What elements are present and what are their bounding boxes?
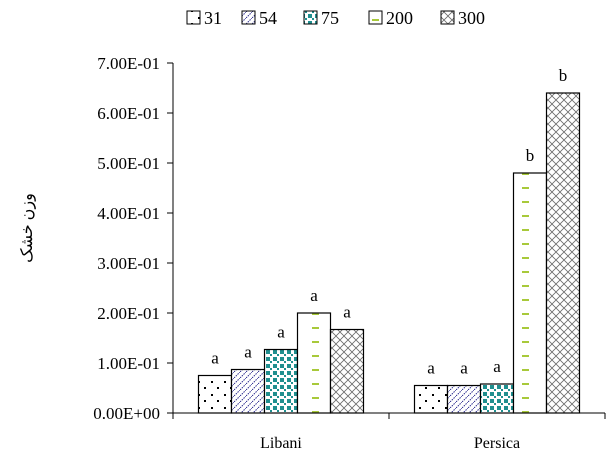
x-axis: Libani Persica: [172, 412, 606, 452]
bar-letter-label: a: [244, 343, 252, 362]
bar-letter-label: a: [343, 303, 351, 322]
bars: [197, 92, 581, 414]
bar-200-libani: [296, 312, 332, 414]
legend-label-300: 300: [458, 8, 485, 28]
bar-54-persica: [446, 384, 482, 414]
y-tick-label: 4.00E-01: [97, 204, 160, 223]
bar-200-persica: [512, 172, 548, 414]
legend-label-54: 54: [259, 8, 277, 28]
bar-54-libani: [230, 368, 266, 414]
x-tick-label: Persica: [474, 435, 520, 452]
bar-31-libani: [197, 374, 233, 414]
x-tick-label: Libani: [260, 435, 302, 452]
bar-letter-label: a: [277, 323, 285, 342]
y-tick-label: 1.00E-01: [97, 354, 160, 373]
y-tick-label: 5.00E-01: [97, 154, 160, 173]
y-tick-label: 7.00E-01: [97, 54, 160, 73]
bar-letter-labels: a a a a a a a a b b: [211, 66, 567, 378]
legend: 31 54 75 200 300: [186, 8, 485, 28]
legend-swatch-75: [303, 10, 318, 25]
bar-75-libani: [263, 348, 299, 414]
y-tick-label: 2.00E-01: [97, 304, 160, 323]
legend-swatch-200: [368, 10, 383, 25]
y-tick-label: 6.00E-01: [97, 104, 160, 123]
y-tick-label: 3.00E-01: [97, 254, 160, 273]
legend-swatch-54: [241, 10, 256, 25]
bar-letter-label: a: [211, 349, 219, 368]
bar-letter-label: a: [427, 359, 435, 378]
legend-label-200: 200: [386, 8, 413, 28]
legend-label-31: 31: [204, 8, 222, 28]
bar-300-persica: [545, 92, 581, 414]
y-axis-title: وزن خشک: [19, 193, 36, 263]
legend-swatch-300: [440, 10, 455, 25]
bar-letter-label: b: [559, 66, 568, 85]
bar-letter-label: a: [310, 286, 318, 305]
legend-label-75: 75: [321, 8, 339, 28]
legend-swatch-31: [186, 10, 201, 25]
bar-300-libani: [329, 328, 365, 414]
bar-letter-label: b: [526, 146, 535, 165]
bar-letter-label: a: [493, 357, 501, 376]
y-tick-label: 0.00E+00: [93, 404, 160, 423]
y-axis: 0.00E+00 1.00E-01 2.00E-01 3.00E-01 4.00E-01…: [93, 54, 174, 423]
bar-letter-label: a: [460, 359, 468, 378]
bar-75-persica: [479, 383, 515, 414]
bar-31-persica: [413, 384, 449, 414]
